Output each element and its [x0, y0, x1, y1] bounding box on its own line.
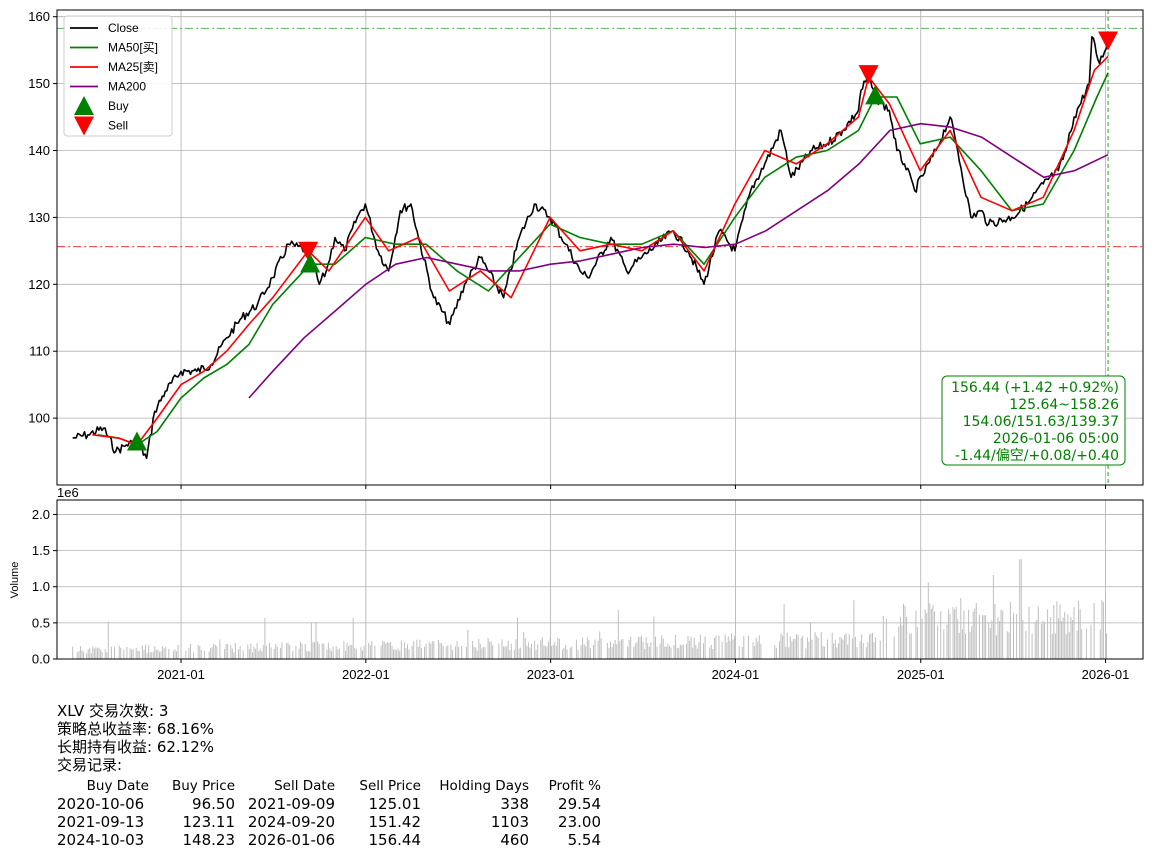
header-buy-price: Buy Price [171, 778, 235, 794]
x-tick-label: 2024-01 [712, 667, 760, 682]
volume-y-tick-label: 2.0 [32, 507, 50, 522]
table-row: 2024-10-03 148.23 2026-01-06 156.44 460 … [57, 831, 601, 849]
volume-y-tick-label: 1.5 [32, 543, 50, 558]
cell-sell-price: 156.44 [368, 831, 422, 849]
buy-marker [865, 85, 886, 105]
cell-holding-days: 338 [500, 795, 529, 813]
trade-table: Buy Date Buy Price Sell Date Sell Price … [57, 777, 601, 849]
price-plot-frame [56, 9, 1144, 486]
x-tick-label: 2023-01 [527, 667, 575, 682]
x-tick-label: 2021-01 [157, 667, 205, 682]
volume-bars [72, 559, 1107, 659]
header-sell-price: Sell Price [359, 778, 421, 794]
header-sell-date: Sell Date [274, 778, 335, 794]
info-line-signal: -1.44/偏空/+0.08/+0.40 [955, 448, 1119, 464]
cell-profit: 23.00 [558, 813, 601, 831]
volume-y-tick-label: 0.0 [32, 652, 50, 667]
sell-marker [1098, 31, 1119, 51]
trade-markers [126, 31, 1119, 451]
price-y-tick-label: 130 [28, 210, 50, 225]
cell-sell-price: 125.01 [368, 795, 422, 813]
info-line-time: 2026-01-06 05:00 [993, 431, 1119, 447]
volume-plot-frame [56, 499, 1144, 660]
trade-records-title: 交易记录: [57, 756, 123, 774]
info-line-price: 156.44 (+1.42 +0.92%) [951, 380, 1119, 396]
series-line-ma25 [92, 55, 1109, 446]
cell-buy-price: 96.50 [192, 795, 235, 813]
x-tick-label: 2022-01 [342, 667, 390, 682]
info-line-range: 125.64~158.26 [1009, 397, 1119, 413]
trade-count: XLV 交易次数: 3 [57, 702, 169, 720]
header-buy-date: Buy Date [86, 778, 149, 794]
price-y-axis: 100 110 120 130 140 150 160 [28, 9, 57, 426]
cell-sell-price: 151.42 [368, 813, 422, 831]
cell-profit: 5.54 [567, 831, 601, 849]
sell-marker [858, 65, 879, 85]
buy-hold-return: 长期持有收益: 62.12% [57, 738, 215, 756]
price-y-tick-label: 150 [28, 76, 50, 91]
cell-sell-date: 2021-09-09 [247, 795, 335, 813]
cell-profit: 29.54 [558, 795, 601, 813]
table-row: 2020-10-06 96.50 2021-09-09 125.01 338 2… [57, 795, 601, 813]
trade-table-header: Buy Date Buy Price Sell Date Sell Price … [57, 777, 601, 795]
buy-marker [300, 253, 321, 273]
table-row: 2021-09-13 123.11 2024-09-20 151.42 1103… [57, 813, 601, 831]
volume-y-axis: 0.0 0.5 1.0 1.5 2.0 [32, 507, 57, 667]
cell-buy-date: 2024-10-03 [57, 831, 145, 849]
cell-buy-date: 2021-09-13 [57, 813, 145, 831]
cell-holding-days: 1103 [490, 813, 529, 831]
price-y-tick-label: 120 [28, 277, 50, 292]
legend-label: MA50[买] [108, 41, 158, 55]
info-line-ma: 154.06/151.63/139.37 [963, 414, 1119, 430]
header-profit: Profit % [548, 778, 601, 794]
price-x-ticks [180, 485, 1107, 489]
price-y-tick-label: 100 [28, 411, 50, 426]
sell-marker [298, 241, 319, 261]
volume-x-axis: 2021-01 2022-01 2023-01 2024-01 2025-01 2026-… [157, 659, 1129, 682]
volume-axis-label: Volume [9, 562, 21, 599]
legend-sell-marker [74, 116, 94, 136]
chart-figure: 100 110 120 130 140 150 160 Close MA50[买] MA25[卖… [9, 9, 1144, 682]
price-y-tick-label: 140 [28, 143, 50, 158]
cell-buy-date: 2020-10-06 [57, 795, 145, 813]
legend-label: MA25[卖] [108, 60, 158, 74]
volume-y-tick-label: 0.5 [32, 615, 50, 630]
legend-box [63, 15, 173, 137]
legend-label: MA200 [108, 80, 146, 94]
series-line-ma200 [248, 122, 1109, 399]
price-y-tick-label: 110 [29, 344, 50, 359]
info-box-frame [941, 375, 1126, 466]
price-y-tick-label: 160 [28, 9, 50, 24]
header-holding-days: Holding Days [439, 778, 529, 794]
stats-block: XLV 交易次数: 3 策略总收益率: 68.16% 长期持有收益: 62.12… [57, 702, 757, 774]
cell-sell-date: 2024-09-20 [247, 813, 335, 831]
legend-buy-marker [74, 96, 94, 115]
x-tick-label: 2025-01 [897, 667, 945, 682]
buy-marker [126, 431, 147, 451]
legend-label: Close [108, 21, 139, 35]
volume-y-tick-label: 1.0 [32, 579, 50, 594]
legend-label: Sell [108, 119, 128, 133]
price-panel: 100 110 120 130 140 150 160 Close MA50[买] MA25[卖… [28, 9, 1144, 659]
volume-panel: 0.00.51.01.52.0 2021-01 2022-01 2023-01 202… [9, 485, 1144, 682]
strategy-return: 策略总收益率: 68.16% [57, 720, 215, 738]
cell-sell-date: 2026-01-06 [247, 831, 335, 849]
legend-label: Buy [108, 99, 129, 113]
cell-holding-days: 460 [500, 831, 529, 849]
cell-buy-price: 123.11 [182, 813, 236, 831]
x-tick-label: 2026-01 [1082, 667, 1130, 682]
legend: Close MA50[买] MA25[卖] MA200 Buy Sell [63, 15, 173, 137]
price-series-group [72, 35, 1109, 460]
cell-buy-price: 148.23 [182, 831, 236, 849]
info-box: 156.44 (+1.42 +0.92%) 125.64~158.26 154.… [941, 375, 1126, 466]
volume-multiplier-label: 1e6 [57, 485, 79, 500]
